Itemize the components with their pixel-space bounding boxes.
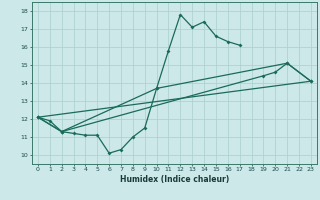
X-axis label: Humidex (Indice chaleur): Humidex (Indice chaleur) <box>120 175 229 184</box>
